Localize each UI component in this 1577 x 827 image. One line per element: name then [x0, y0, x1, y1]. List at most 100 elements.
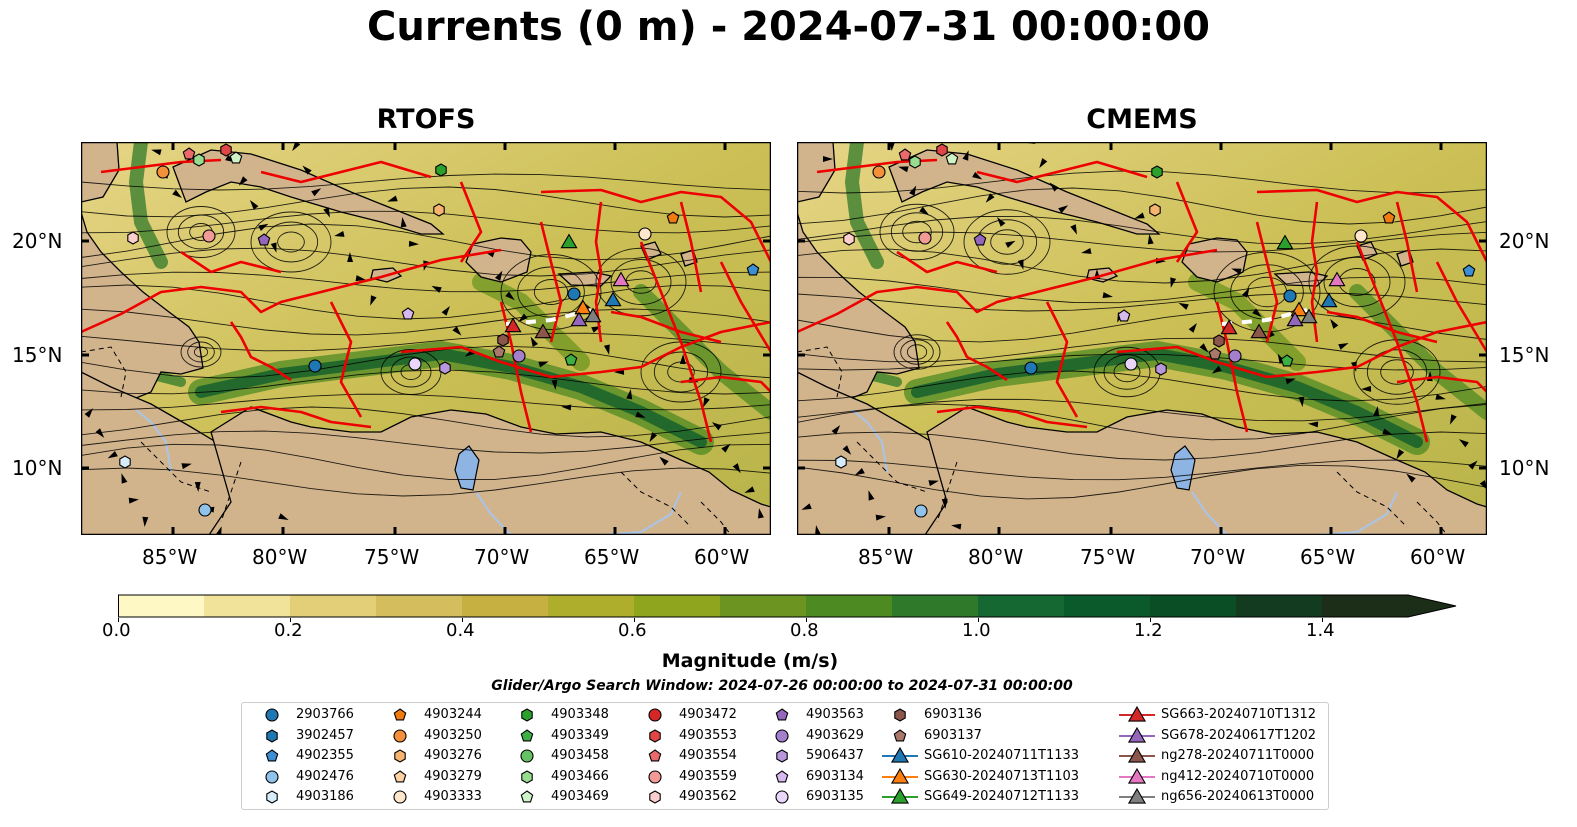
lat-tick-10n-right: 10°N	[1499, 456, 1550, 480]
hexagon-marker-icon	[776, 749, 788, 763]
pentagon-marker-icon	[648, 749, 662, 762]
map-marker	[1382, 211, 1396, 224]
lon-tick-60w-right: 60°W	[1410, 545, 1466, 569]
circle-marker-icon	[393, 790, 407, 804]
colorbar-tick-mark	[1150, 618, 1151, 622]
colorbar-tick-mark	[978, 618, 979, 622]
lon-tick-70w-left: 70°W	[474, 545, 530, 569]
triangle-marker-icon	[1127, 726, 1147, 743]
lon-tick-65w-left: 65°W	[584, 545, 640, 569]
legend-label: 4903279	[424, 768, 482, 784]
colorbar-segment	[462, 595, 549, 617]
colorbar-extend-arrow	[1408, 595, 1456, 617]
colorbar-segment	[548, 595, 635, 617]
map-marker	[570, 311, 588, 327]
pentagon-marker-icon	[775, 708, 789, 721]
map-marker	[504, 317, 522, 333]
circle-marker-icon	[775, 728, 789, 743]
glider-track	[1221, 308, 1308, 326]
legend-label: 4903333	[424, 789, 482, 804]
legend-label: ng278-20240711T0000	[1161, 748, 1315, 763]
map-marker	[1354, 229, 1368, 243]
legend-label: 4902476	[296, 768, 354, 784]
colorbar-tick-mark	[806, 618, 807, 622]
colorbar-tick: 0.2	[274, 620, 303, 641]
map-marker	[1286, 311, 1304, 327]
hexagon-marker-icon	[894, 708, 906, 722]
legend-label: 4903469	[551, 789, 609, 804]
circle-marker-icon	[265, 769, 279, 784]
map-marker	[308, 359, 322, 373]
map-marker	[872, 165, 886, 179]
map-marker	[257, 233, 271, 246]
legend-label: 4903244	[424, 707, 482, 722]
map-marker	[843, 232, 855, 246]
map-marker	[638, 227, 652, 241]
map-marker	[1228, 349, 1242, 363]
legend-label: ng656-20240613T0000	[1161, 789, 1315, 804]
map-marker	[1117, 309, 1131, 322]
figure-title: Currents (0 m) - 2024-07-31 00:00:00	[367, 4, 1210, 50]
colorbar-segment	[376, 595, 463, 617]
circle-marker-icon	[265, 708, 279, 722]
colorbar-segment	[720, 595, 807, 617]
map-marker	[835, 455, 847, 469]
legend-label: ng412-20240710T0000	[1161, 768, 1315, 784]
map-marker	[127, 231, 139, 245]
lon-tick-75w-right: 75°W	[1080, 545, 1136, 569]
lat-tick-20n-right: 20°N	[1499, 229, 1550, 253]
map-marker	[220, 143, 232, 157]
panel-title-rtofs: RTOFS	[376, 104, 476, 135]
map-marker	[182, 147, 196, 160]
float-and-glider-markers	[119, 143, 760, 517]
magnitude-colorbar	[118, 594, 1458, 622]
legend-label: 5906437	[806, 748, 864, 763]
legend-label: 2903766	[296, 707, 354, 722]
lon-tick-65w-right: 65°W	[1300, 545, 1356, 569]
colorbar-segment	[1236, 595, 1323, 617]
hexagon-marker-icon	[266, 728, 278, 743]
legend-label: SG663-20240710T1312	[1161, 707, 1317, 722]
map-marker	[914, 504, 928, 518]
map-marker	[1151, 165, 1163, 179]
map-marker	[666, 211, 680, 224]
map-marker	[564, 353, 578, 366]
tick-marks	[797, 142, 1487, 535]
triangle-marker-icon	[1127, 767, 1147, 784]
map-marker	[408, 357, 422, 371]
map-marker	[202, 229, 216, 243]
colorbar-segment	[1064, 595, 1151, 617]
lon-tick-80w-left: 80°W	[252, 545, 308, 569]
hexagon-marker-icon	[521, 708, 533, 722]
circle-marker-icon	[393, 728, 407, 743]
triangle-marker-icon	[1127, 705, 1147, 722]
map-marker	[1155, 362, 1167, 376]
colorbar-tick: 1.0	[962, 620, 991, 641]
lat-tick-15n-left: 15°N	[12, 343, 63, 367]
panel-title-cmems: CMEMS	[1086, 104, 1198, 135]
legend-label: 4903348	[551, 707, 609, 722]
map-marker	[156, 165, 170, 179]
map-marker	[492, 345, 506, 358]
colorbar-segment	[634, 595, 721, 617]
map-marker	[1462, 264, 1476, 277]
map-marker	[1328, 271, 1346, 287]
circle-marker-icon	[775, 790, 789, 804]
colorbar-tick-mark	[462, 618, 463, 622]
hexagon-marker-icon	[521, 769, 533, 784]
legend: 2903766 3902457 4902355 4902476 4903186 49032…	[241, 702, 1329, 810]
pentagon-marker-icon	[393, 708, 407, 721]
search-window-caption: Glider/Argo Search Window: 2024-07-26 00…	[491, 678, 1073, 694]
colorbar-tick: 1.4	[1306, 620, 1335, 641]
tick-marks	[81, 142, 771, 535]
map-marker	[534, 323, 552, 339]
map-marker	[909, 155, 921, 169]
colorbar-tick-mark	[634, 618, 635, 622]
legend-label: 4903186	[296, 789, 354, 804]
colorbar-segment	[204, 595, 291, 617]
map-marker	[119, 455, 131, 469]
map-marker	[567, 287, 581, 301]
map-marker	[574, 299, 592, 315]
triangle-marker-icon	[1127, 787, 1147, 804]
legend-label: SG649-20240712T1133	[924, 789, 1080, 804]
